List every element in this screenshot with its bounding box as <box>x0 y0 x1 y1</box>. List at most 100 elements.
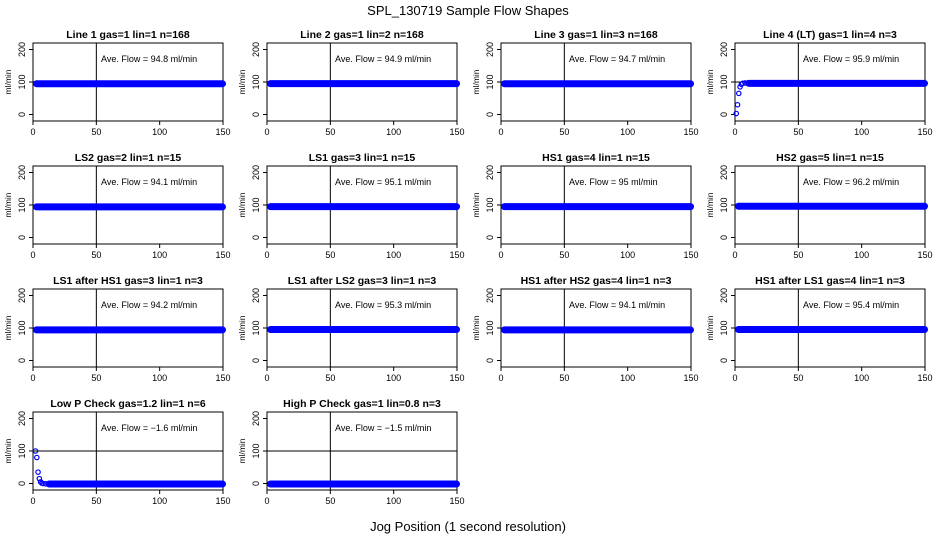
data-point <box>40 480 46 487</box>
ave-flow-annotation: Ave. Flow = 94.1 ml/min <box>101 177 197 187</box>
x-tick-label: 0 <box>732 250 737 260</box>
ave-flow-annotation: Ave. Flow = 94.1 ml/min <box>569 300 665 310</box>
ave-flow-annotation: Ave. Flow = 94.2 ml/min <box>101 300 197 310</box>
data-point-band <box>267 480 460 488</box>
y-tick-label: 200 <box>251 288 261 303</box>
data-series <box>33 203 226 211</box>
y-tick-label: 0 <box>251 112 261 117</box>
y-tick-label: 200 <box>17 42 27 57</box>
panel-11: HS1 after HS2 gas=4 lin=1 n=3 0 100 200 ml/m… <box>471 275 699 383</box>
ave-flow-annotation: Ave. Flow = 95.4 ml/min <box>803 300 899 310</box>
x-tick-label: 100 <box>854 373 869 383</box>
panel-grid: Line 1 gas=1 lin=1 n=168 0 100 200 ml/min 0 50… <box>3 29 933 506</box>
data-point-band <box>501 203 694 211</box>
y-tick-label: 200 <box>17 165 27 180</box>
panel-title: LS1 after HS1 gas=3 lin=1 n=3 <box>53 275 203 287</box>
data-point-band <box>735 202 928 210</box>
y-axis-label: ml/min <box>237 192 247 217</box>
panel-title: Line 4 (LT) gas=1 lin=4 n=3 <box>763 29 897 41</box>
data-point <box>734 101 741 108</box>
x-tick-label: 0 <box>30 496 35 506</box>
data-point <box>735 90 742 97</box>
ave-flow-annotation: Ave. Flow = 94.9 ml/min <box>335 54 431 64</box>
data-point-band <box>745 79 928 87</box>
data-series <box>267 80 460 88</box>
y-tick-label: 0 <box>485 112 495 117</box>
y-axis-label: ml/min <box>471 69 481 94</box>
data-series <box>267 480 460 488</box>
y-tick-label: 0 <box>17 481 27 486</box>
data-point-band <box>33 203 226 211</box>
ave-flow-annotation: Ave. Flow = −1.5 ml/min <box>335 423 431 433</box>
panel-3: Line 3 gas=1 lin=3 n=168 0 100 200 ml/min 0 50… <box>471 29 699 137</box>
x-tick-label: 0 <box>264 496 269 506</box>
panel-5: LS2 gas=2 lin=1 n=15 0 100 200 ml/min 0 50 100 1… <box>3 152 231 260</box>
x-tick-label: 150 <box>449 127 464 137</box>
x-tick-label: 0 <box>264 373 269 383</box>
panel-title: HS1 gas=4 lin=1 n=15 <box>542 152 650 164</box>
data-point <box>733 110 740 117</box>
y-tick-label: 100 <box>485 74 495 89</box>
x-tick-label: 150 <box>449 250 464 260</box>
x-tick-label: 50 <box>91 250 101 260</box>
y-tick-label: 0 <box>17 358 27 363</box>
y-tick-label: 0 <box>251 235 261 240</box>
data-series <box>267 203 460 211</box>
y-tick-label: 100 <box>719 197 729 212</box>
x-tick-label: 50 <box>91 373 101 383</box>
panel-14: High P Check gas=1 lin=0.8 n=3 0 100 200 ml/… <box>237 398 465 506</box>
x-tick-label: 100 <box>386 373 401 383</box>
y-tick-label: 200 <box>251 411 261 426</box>
y-axis-label: ml/min <box>3 438 13 463</box>
x-tick-label: 0 <box>30 250 35 260</box>
panel-1: Line 1 gas=1 lin=1 n=168 0 100 200 ml/min 0 50… <box>3 29 231 137</box>
x-tick-label: 100 <box>152 250 167 260</box>
x-tick-label: 50 <box>325 496 335 506</box>
y-tick-label: 0 <box>17 112 27 117</box>
x-tick-label: 0 <box>30 373 35 383</box>
y-tick-label: 100 <box>251 197 261 212</box>
y-tick-label: 200 <box>485 288 495 303</box>
y-axis-label: ml/min <box>3 69 13 94</box>
ave-flow-annotation: Ave. Flow = 95.3 ml/min <box>335 300 431 310</box>
x-tick-label: 100 <box>620 373 635 383</box>
panel-9: LS1 after HS1 gas=3 lin=1 n=3 0 100 200 ml/m… <box>3 275 231 383</box>
y-tick-label: 100 <box>17 320 27 335</box>
x-tick-label: 50 <box>793 250 803 260</box>
data-point <box>32 448 39 454</box>
ave-flow-annotation: Ave. Flow = 96.2 ml/min <box>803 177 899 187</box>
x-tick-label: 150 <box>449 373 464 383</box>
y-tick-label: 0 <box>485 358 495 363</box>
panel-8: HS2 gas=5 lin=1 n=15 0 100 200 ml/min 0 50 100 1… <box>705 152 933 260</box>
data-point-band <box>267 80 460 88</box>
data-series <box>501 80 694 88</box>
y-tick-label: 200 <box>17 411 27 426</box>
y-axis-label: ml/min <box>237 69 247 94</box>
y-tick-label: 200 <box>251 165 261 180</box>
data-point-band <box>267 203 460 211</box>
x-tick-label: 150 <box>683 250 698 260</box>
figure-title: SPL_130719 Sample Flow Shapes <box>367 3 569 18</box>
y-tick-label: 0 <box>719 235 729 240</box>
ave-flow-annotation: Ave. Flow = 95 ml/min <box>569 177 658 187</box>
panel-2: Line 2 gas=1 lin=2 n=168 0 100 200 ml/min 0 50… <box>237 29 465 137</box>
x-tick-label: 150 <box>215 496 230 506</box>
y-tick-label: 100 <box>485 197 495 212</box>
x-tick-label: 0 <box>498 250 503 260</box>
x-tick-label: 0 <box>30 127 35 137</box>
x-tick-label: 100 <box>854 127 869 137</box>
data-point-band <box>735 325 928 333</box>
panel-13: Low P Check gas=1.2 lin=1 n=6 0 100 200 ml/m… <box>3 398 231 506</box>
y-tick-label: 200 <box>719 288 729 303</box>
y-tick-label: 100 <box>719 74 729 89</box>
y-tick-label: 200 <box>485 42 495 57</box>
x-tick-label: 0 <box>498 127 503 137</box>
ave-flow-annotation: Ave. Flow = 95.9 ml/min <box>803 54 899 64</box>
x-tick-label: 50 <box>559 373 569 383</box>
panel-title: LS1 gas=3 lin=1 n=15 <box>309 152 416 164</box>
y-tick-label: 200 <box>719 42 729 57</box>
panel-title: LS1 after LS2 gas=3 lin=1 n=3 <box>288 275 437 287</box>
x-tick-label: 150 <box>683 373 698 383</box>
y-tick-label: 100 <box>17 443 27 458</box>
